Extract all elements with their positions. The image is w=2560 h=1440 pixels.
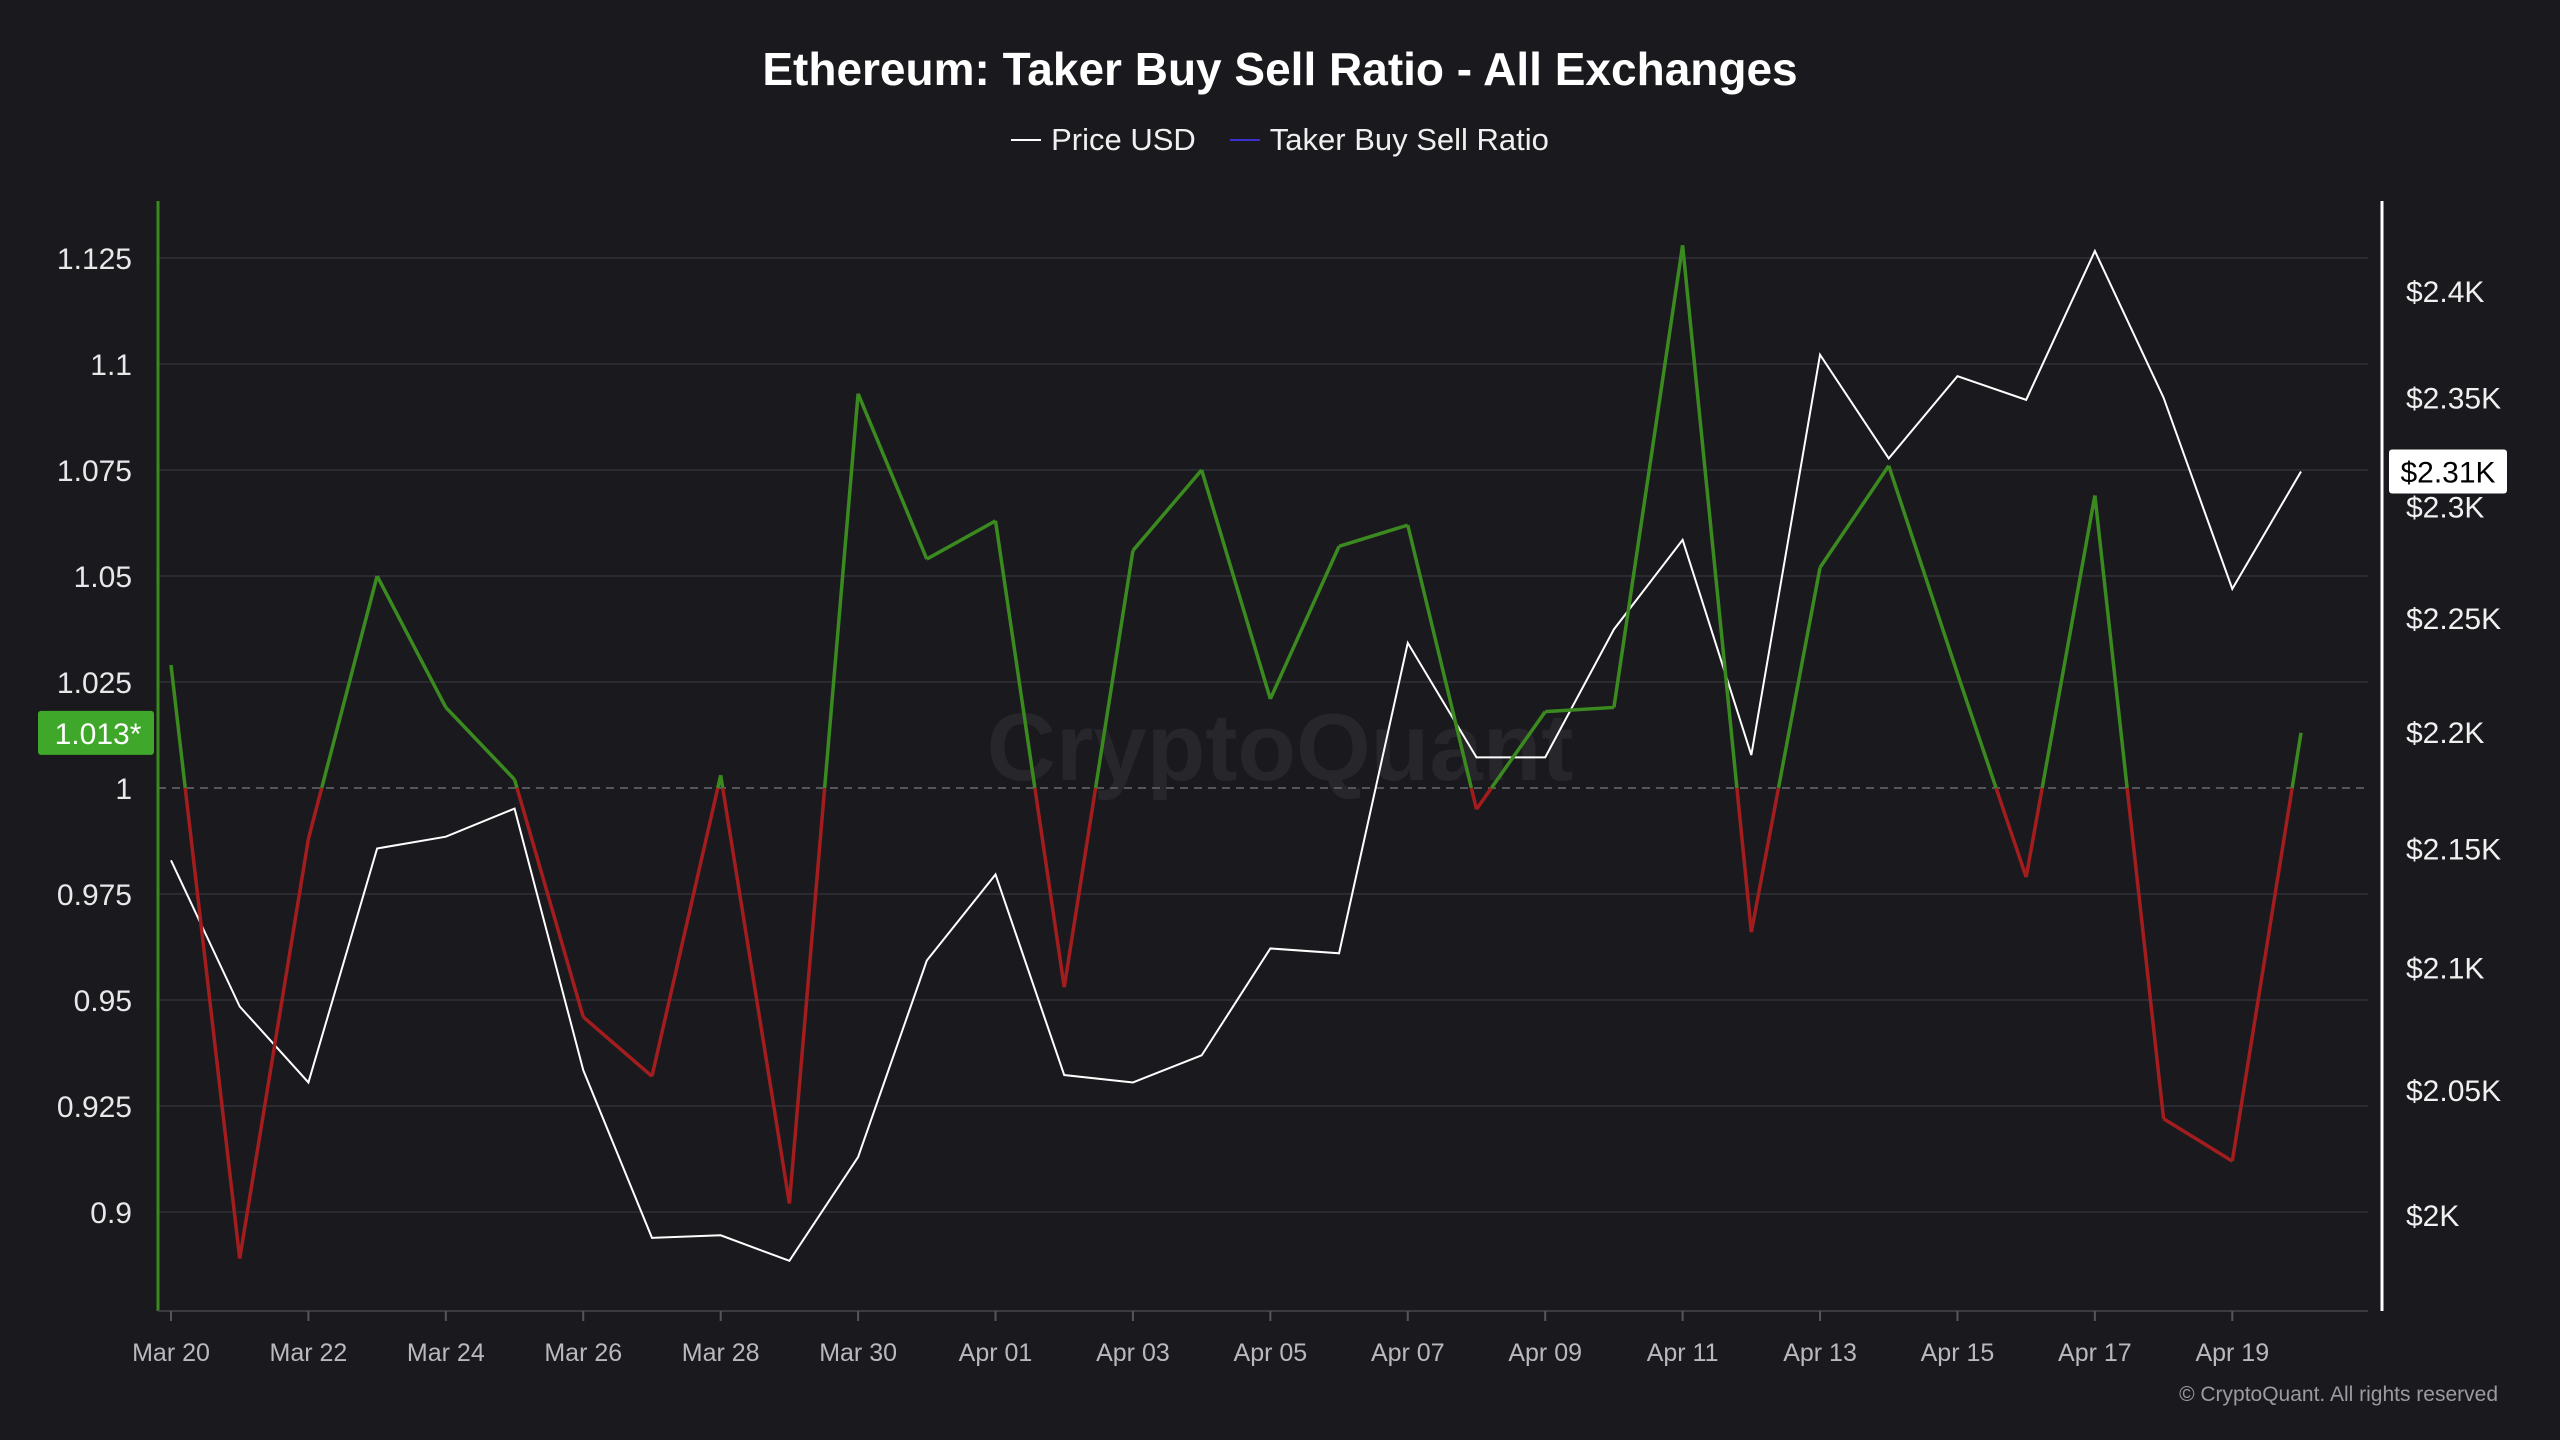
chart-title: Ethereum: Taker Buy Sell Ratio - All Exc… (762, 43, 1798, 95)
ratio-segment (1199, 469, 1273, 700)
ratio-segment (1735, 787, 1754, 933)
current-price-label: $2.31K (2400, 457, 2495, 490)
ratio-segment (1776, 567, 1822, 789)
ratio-segment (720, 787, 792, 1204)
ratio-segment (1680, 245, 1739, 789)
ratio-segment (1818, 464, 1891, 569)
left-tick-label: 0.95 (74, 985, 132, 1018)
x-tick-label: Apr 17 (2058, 1339, 2132, 1367)
ratio-segment (718, 775, 725, 789)
ratio-segment (2093, 495, 2129, 789)
ratio-segment (169, 664, 187, 789)
ratio-segment (1749, 787, 1781, 933)
ratio-segment (515, 787, 585, 1018)
x-tick-label: Apr 19 (2195, 1339, 2269, 1367)
left-tick-label: 1.1 (90, 349, 132, 382)
x-tick-label: Apr 11 (1647, 1339, 1719, 1367)
legend-swatch-ratio (1229, 139, 1260, 141)
x-tick-label: Mar 28 (682, 1339, 760, 1367)
ratio-segment (2162, 1117, 2234, 1163)
ratio-segment (2024, 787, 2044, 878)
legend-label-price: Price USD (1051, 122, 1196, 157)
ratio-segment (306, 787, 324, 840)
right-tick-label: $2.25K (2406, 603, 2501, 636)
left-tick-label: 1.075 (57, 455, 132, 488)
x-tick-label: Apr 05 (1234, 1339, 1308, 1367)
ratio-segment (1062, 787, 1098, 988)
watermark: CryptoQuant (987, 694, 1574, 801)
ratio-segment (183, 787, 242, 1259)
ratio-segment (787, 787, 827, 1204)
x-tick-label: Apr 09 (1508, 1339, 1582, 1367)
ratio-segment (1338, 523, 1409, 548)
x-tick-label: Apr 03 (1096, 1339, 1170, 1367)
ratio-segment (512, 779, 519, 789)
right-tick-label: $2K (2406, 1200, 2459, 1233)
ratio-segment (320, 575, 379, 789)
ratio-segment (2230, 787, 2294, 1162)
left-tick-label: 1.125 (57, 243, 132, 276)
right-tick-label: $2.05K (2406, 1075, 2501, 1108)
ratio-segment (856, 393, 929, 560)
x-tick-label: Mar 22 (270, 1339, 348, 1367)
ratio-segment (1489, 710, 1547, 790)
left-tick-label: 1.025 (57, 667, 132, 700)
ratio-segment (1131, 468, 1203, 552)
x-tick-label: Mar 20 (132, 1339, 210, 1367)
right-tick-label: $2.4K (2406, 276, 2484, 309)
right-tick-label: $2.15K (2406, 833, 2501, 866)
ratio-segment (1955, 672, 1998, 789)
copyright: © CryptoQuant. All rights reserved (2179, 1383, 2498, 1406)
ratio-segment (1545, 705, 1615, 714)
ratio-segment (993, 520, 1037, 789)
legend-swatch-price (1011, 139, 1042, 141)
ratio-segment (2290, 732, 2303, 789)
ratio-segment (2040, 495, 2097, 789)
price-line (170, 248, 2302, 1263)
ratio-segment (375, 575, 448, 709)
legend: Price USD Taker Buy Sell Ratio (0, 122, 2560, 158)
left-tick-label: 0.9 (90, 1197, 132, 1230)
x-tick-label: Apr 01 (959, 1339, 1033, 1367)
x-tick-label: Mar 26 (544, 1339, 622, 1367)
x-tick-label: Apr 13 (1783, 1339, 1857, 1367)
x-tick-label: Apr 15 (1921, 1339, 1995, 1367)
ratio-segment (1887, 465, 1960, 675)
left-tick-label: 1 (115, 773, 132, 806)
left-tick-label: 0.925 (57, 1091, 132, 1124)
ratio-segment (1406, 524, 1474, 789)
ratio-segment (582, 1015, 654, 1078)
left-tick-label: 1.05 (74, 561, 132, 594)
ratio-segment (2125, 787, 2166, 1119)
x-tick-label: Mar 24 (407, 1339, 485, 1367)
ratio-segment (822, 393, 860, 789)
ratio-segment (1469, 787, 1479, 810)
legend-item-ratio[interactable]: Taker Buy Sell Ratio (1229, 122, 1549, 158)
ratio-segment (1994, 787, 2028, 878)
right-tick-label: $2.2K (2406, 717, 2484, 750)
ratio-segment (1612, 245, 1685, 708)
ratio-segment (1033, 787, 1066, 988)
left-tick-label: 0.975 (57, 879, 132, 912)
ratio-segment (237, 838, 311, 1259)
ratio-segment (1475, 786, 1493, 811)
right-tick-label: $2.35K (2406, 383, 2501, 416)
current-ratio-badge (38, 710, 154, 755)
right-tick-label: $2.3K (2406, 492, 2484, 525)
legend-label-ratio: Taker Buy Sell Ratio (1269, 122, 1549, 157)
legend-item-price[interactable]: Price USD (1011, 122, 1196, 158)
current-price-badge (2389, 449, 2507, 494)
current-ratio-label: 1.013* (55, 718, 142, 751)
ratio-segment (925, 519, 997, 561)
ratio-segment (1268, 545, 1341, 700)
right-tick-label: $2.1K (2406, 953, 2484, 986)
ratio-segment (444, 706, 516, 781)
ratio-segment (1093, 550, 1135, 789)
x-tick-label: Apr 07 (1371, 1339, 1445, 1367)
ratio-segment (650, 787, 720, 1077)
x-tick-label: Mar 30 (819, 1339, 897, 1367)
